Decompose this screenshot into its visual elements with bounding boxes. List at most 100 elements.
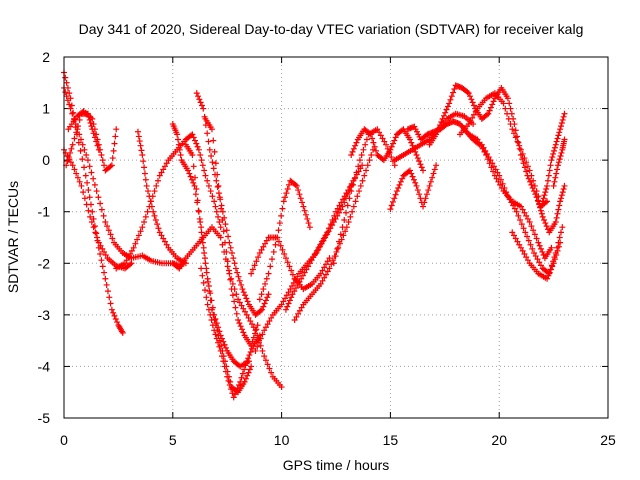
data-point-interp (364, 162, 371, 169)
data-point-interp (391, 137, 398, 144)
series-arc18 (291, 146, 376, 324)
data-point-interp (421, 199, 428, 206)
data-point-interp (532, 191, 539, 198)
data-point (474, 136, 481, 143)
data-point-interp (344, 202, 351, 209)
data-point-interp (437, 122, 444, 129)
data-point-interp (540, 195, 547, 202)
data-point-interp (104, 288, 111, 295)
data-point-interp (345, 219, 352, 226)
data-point-interp (163, 160, 170, 167)
chart-title: Day 341 of 2020, Sidereal Day-to-day VTE… (79, 21, 584, 37)
data-point-interp (255, 339, 262, 346)
data-point-interp (438, 118, 445, 125)
data-point-interp (223, 227, 230, 234)
data-point-interp (276, 220, 283, 227)
data-point (554, 162, 561, 169)
data-point (557, 198, 564, 205)
data-point-interp (523, 159, 530, 166)
data-point-interp (252, 330, 259, 337)
data-point (348, 151, 355, 158)
data-point (69, 141, 76, 148)
data-point-interp (396, 181, 403, 188)
data-point-interp (289, 271, 296, 278)
data-point-interp (253, 258, 260, 265)
data-point-interp (104, 223, 111, 230)
data-point (387, 206, 394, 213)
series-arc29 (539, 110, 568, 205)
data-point-interp (557, 123, 564, 130)
data-point-interp (528, 181, 535, 188)
data-point-interp (63, 93, 70, 100)
data-point-interp (416, 158, 423, 165)
data-point-interp (75, 139, 82, 146)
data-point (315, 244, 322, 251)
data-point (420, 167, 427, 174)
data-point-interp (467, 93, 474, 100)
data-point-interp (429, 174, 436, 181)
data-point-interp (530, 177, 537, 184)
data-point-interp (214, 171, 221, 178)
data-point-interp (199, 162, 206, 169)
y-tick-label: -5 (38, 410, 51, 426)
data-point-interp (304, 215, 311, 222)
data-point-interp (232, 304, 239, 311)
data-point-interp (262, 240, 269, 247)
data-point-interp (81, 195, 88, 202)
data-point (406, 167, 413, 174)
data-point-interp (158, 232, 165, 239)
data-point (433, 162, 440, 169)
data-point-interp (556, 156, 563, 163)
data-point-interp (93, 230, 100, 237)
data-point-interp (107, 300, 114, 307)
data-point-interp (517, 216, 524, 223)
data-point-interp (524, 233, 531, 240)
data-point (217, 234, 224, 241)
data-point (89, 115, 96, 122)
data-point-interp (215, 190, 222, 197)
data-point (561, 110, 568, 117)
data-point-interp (269, 256, 276, 263)
data-point-interp (295, 310, 302, 317)
data-point-interp (191, 137, 198, 144)
data-point-interp (551, 256, 558, 263)
data-point-interp (233, 291, 240, 298)
data-point-interp (558, 149, 565, 156)
data-point-interp (296, 278, 303, 285)
data-point-interp (80, 189, 87, 196)
data-point-interp (136, 138, 143, 145)
data-point-interp (210, 137, 217, 144)
data-point-interp (137, 142, 144, 149)
data-point-interp (144, 208, 151, 215)
data-point-interp (556, 202, 563, 209)
data-point-interp (560, 113, 567, 120)
data-point-interp (238, 302, 245, 309)
data-point-interp (547, 266, 554, 273)
data-point-interp (190, 134, 197, 141)
data-point-interp (110, 147, 117, 154)
data-point-interp (85, 113, 92, 120)
data-point-interp (243, 295, 250, 302)
data-point-interp (553, 214, 560, 221)
data-point-interp (524, 163, 531, 170)
data-point-interp (210, 165, 217, 172)
data-point-interp (225, 373, 232, 380)
data-point (333, 208, 339, 215)
data-point-interp (84, 179, 91, 186)
data-point-interp (343, 190, 350, 197)
data-point-interp (346, 183, 353, 190)
data-point-interp (220, 228, 227, 235)
data-point-interp (497, 176, 504, 183)
data-point-interp (99, 263, 106, 270)
data-point-interp (288, 294, 295, 301)
data-point-interp (388, 143, 395, 150)
data-point-interp (520, 160, 527, 167)
data-point-interp (212, 315, 219, 322)
data-point-interp (489, 101, 496, 108)
y-tick-labels: -5 -4 -3 -2 -1 0 1 2 (38, 49, 51, 426)
data-point (215, 332, 222, 339)
data-point-interp (90, 215, 97, 222)
data-point-interp (559, 116, 566, 123)
data-point-interp (350, 203, 357, 210)
data-point (550, 260, 557, 267)
